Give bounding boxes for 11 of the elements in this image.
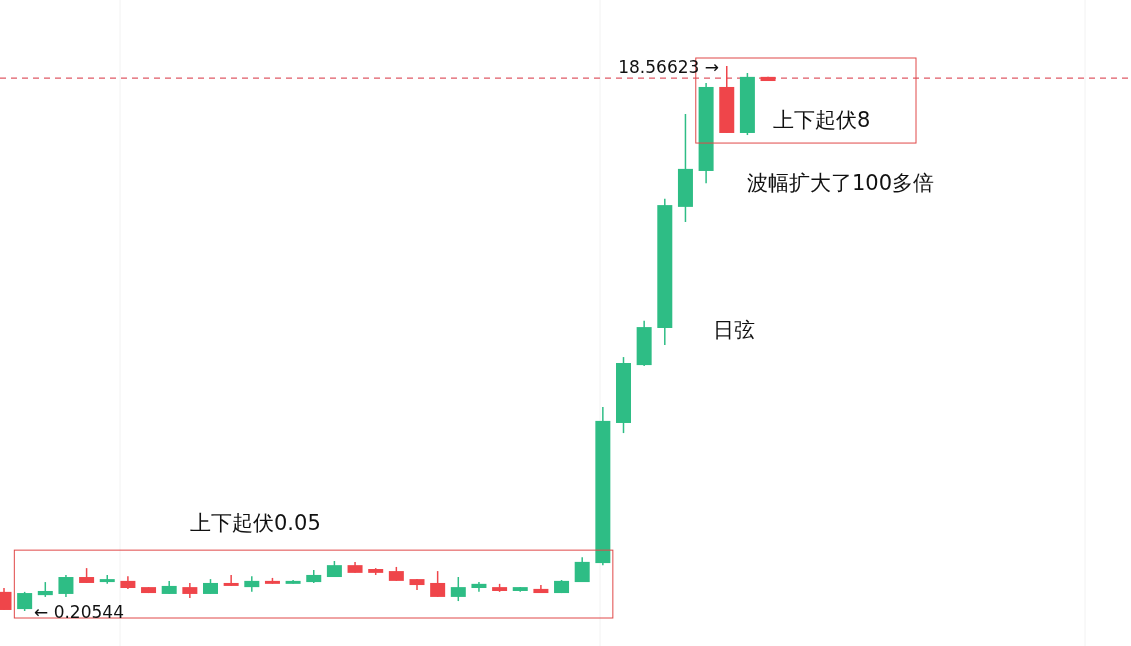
annotation: 上下起伏8	[773, 108, 871, 132]
candlestick	[430, 570, 446, 598]
candlestick	[17, 591, 33, 612]
annotation: 波幅扩大了100多倍	[747, 171, 935, 195]
annotation: 上下起伏0.05	[190, 511, 321, 535]
annotation: ← 0.20544	[34, 602, 124, 622]
candlestick	[58, 574, 74, 598]
annotation: 日弦	[713, 318, 755, 342]
candlestick	[450, 576, 466, 602]
candlestick	[223, 574, 239, 587]
candlestick	[574, 556, 590, 583]
